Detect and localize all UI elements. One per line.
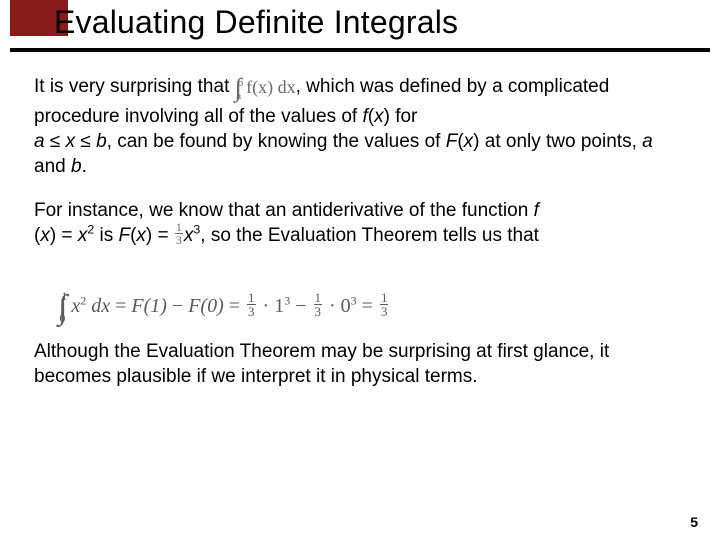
title-underline bbox=[10, 48, 710, 52]
title-band: Evaluating Definite Integrals bbox=[0, 0, 720, 58]
display-equation: ∫10x2 dx = F(1) − F(0) = 13 · 13 − 13 · … bbox=[34, 266, 686, 339]
inline-integral: ∫baf(x) dx bbox=[235, 68, 296, 102]
slide-title: Evaluating Definite Integrals bbox=[54, 4, 458, 41]
page-number: 5 bbox=[690, 514, 698, 530]
paragraph-1: It is very surprising that ∫baf(x) dx, w… bbox=[34, 70, 686, 180]
paragraph-2: For instance, we know that an antideriva… bbox=[34, 198, 686, 249]
fraction-inline: 13 bbox=[175, 221, 183, 246]
paragraph-3: Although the Evaluation Theorem may be s… bbox=[34, 339, 686, 389]
p1-text: It is very surprising that bbox=[34, 76, 235, 97]
content-area: It is very surprising that ∫baf(x) dx, w… bbox=[0, 58, 720, 389]
